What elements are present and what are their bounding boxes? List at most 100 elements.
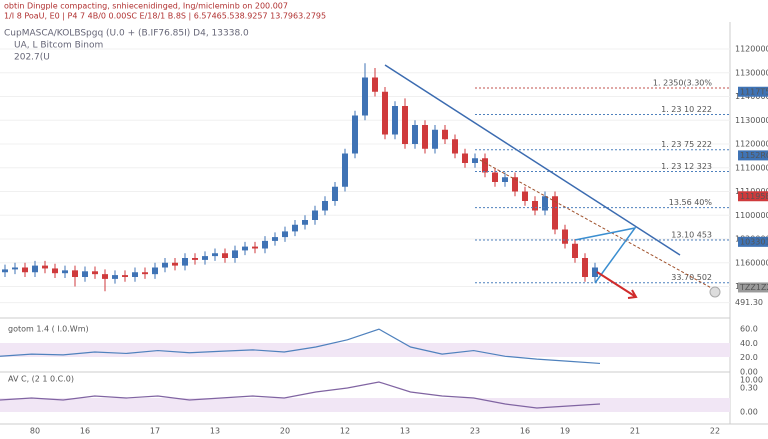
x-tick-label: 23 [470,427,480,436]
level-label: 1. 23 10 222 [661,105,712,114]
y-tick-label: 491.30 [735,298,763,307]
level-label: 1. 2350(3.30% [653,78,712,87]
marks: 1120000113000011400001130000112000011100… [0,45,768,436]
candle-body [72,270,78,277]
candle-body [582,258,588,277]
candle-body [552,196,558,230]
x-tick-label: 13 [400,427,410,436]
candle-body [562,229,568,244]
header-line: obtin Dingple compacting, snhiecenidinge… [4,2,288,11]
level-label: 33.70 502 [671,273,712,282]
y-tick-label: 1110000 [735,163,768,172]
price-tag [738,191,768,202]
price-tag-label: 1117T5 [740,87,768,96]
candle-body [352,115,358,154]
legend-value: 202.7(U [14,53,50,63]
candle-body [252,246,258,249]
indicator-label: gotom 1.4 ( I.0.Wm) [8,325,89,334]
x-tick-label: 20 [280,427,290,436]
candle-body [332,186,338,201]
y-tick-label: 1100000 [735,211,768,220]
pattern-arrow [574,226,637,284]
candle-body [152,267,158,275]
header-line: 1/I 8 PoaU, E0 | P4 7 4B/0 0.00SC E/18/1… [4,12,326,21]
candle-body [312,210,318,220]
x-tick-label: 19 [560,427,570,436]
candle-body [342,153,348,187]
candle-body [32,265,38,273]
candle-body [272,237,278,241]
candle-body [372,77,378,92]
candle-body [422,125,428,149]
price-tag [738,150,768,161]
x-tick-label: 13 [210,427,220,436]
x-tick-label: 17 [150,427,160,436]
candle-body [512,177,518,192]
level-label: 13.10 453 [671,230,712,239]
level-label: 1. 23 12 323 [661,162,712,171]
candle-body [262,240,268,249]
price-tag [738,86,768,97]
indicator-line [0,381,601,409]
y-tick-label: 1160000 [735,258,768,267]
candle-body [92,271,98,275]
candle-body [52,268,58,274]
arrow [596,271,638,299]
candle-body [362,77,368,116]
candle-body [382,91,388,135]
price-tag-label: 1152RO [740,151,768,160]
level-label: 13.56 40% [669,198,713,207]
candle-body [242,246,248,251]
price-tag-label: 103301 [740,237,768,246]
candle-body [192,258,198,260]
candle-body [522,191,528,201]
candle-body [122,275,128,277]
candle-body [302,220,308,225]
candle-body [102,274,108,279]
candle-body [432,129,438,149]
candle-body [442,129,448,140]
price-tag-label: 11195B [740,192,768,201]
x-tick-label: 12 [340,427,350,436]
y-tick-label: 40.0 [740,339,758,348]
candle-body [82,271,88,277]
candle-body [12,267,18,270]
legend-name: UA, L Bitcom Binom [14,41,103,51]
candle-body [322,201,328,211]
candle-body [572,243,578,258]
candle-body [412,125,418,144]
candle-body [472,158,478,163]
indicator-line [0,328,601,365]
candle-body [292,224,298,232]
y-tick-label: 0.00 [740,408,758,417]
band [0,343,730,357]
candle-body [22,267,28,273]
level-label: 1. 23 75 222 [661,140,712,149]
candle-body [392,106,398,135]
candle-body [142,272,148,275]
x-tick-label: 16 [80,427,90,436]
candle-body [282,231,288,238]
trend-line [384,64,681,256]
price-tag [738,236,768,247]
y-tick-label: 10.00 [740,376,763,385]
candle-body [162,262,168,268]
y-tick-label: 20.0 [740,353,758,362]
marker [709,286,721,298]
y-tick-label: 60.0 [740,325,758,334]
y-tick-label: 1130000 [735,68,768,77]
y-tick-label: 0.00 [740,368,758,377]
candle-body [132,272,138,277]
candle-body [182,258,188,266]
x-tick-label: 21 [630,427,640,436]
candle-body [482,158,488,173]
x-tick-label: 16 [520,427,530,436]
candle-body [452,139,458,154]
y-tick-label: 1120000 [735,45,768,54]
candle-body [402,106,408,144]
y-tick-label: 1120000 [735,140,768,149]
candle-body [592,267,598,277]
